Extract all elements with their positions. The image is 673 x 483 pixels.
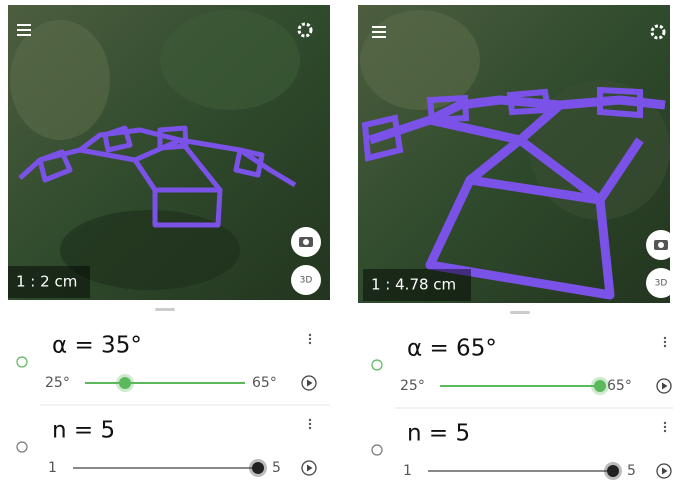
more-menu-dot [309,338,311,340]
slider-thumb[interactable] [607,465,619,477]
play-icon [307,465,313,472]
camera-view [8,5,330,300]
more-menu-dot [664,341,666,343]
play-icon [662,468,668,475]
slider-label: n = 5 [52,418,115,444]
slider-max: 5 [627,463,636,479]
slider-thumb[interactable] [119,377,131,389]
view-button-label: 3D [300,276,313,286]
slider-max: 65° [252,375,277,391]
view-button-label: 3D [655,279,668,289]
slider-min: 25° [400,378,425,394]
slider-min: 1 [48,460,57,476]
more-menu-dot [664,337,666,339]
drag-handle[interactable] [155,308,175,311]
visibility-toggle[interactable] [17,442,27,452]
scale-label: 1 : 2 cm [16,273,77,291]
drag-handle[interactable] [510,311,530,314]
screenshot: 1 : 2 cm 3D α = 35° 25° 65° n = 5 1 5 1 : 4.78 c… [0,0,673,483]
more-menu-dot [309,334,311,336]
more-menu-dot [664,426,666,428]
slider-max: 65° [607,378,632,394]
more-menu-dot [664,430,666,432]
slider-thumb[interactable] [252,462,264,474]
slider-thumb[interactable] [594,380,606,392]
scale-label: 1 : 4.78 cm [371,276,456,294]
slider-label: α = 35° [52,333,142,359]
more-menu-dot [309,419,311,421]
more-menu-dot [664,422,666,424]
more-menu-dot [309,423,311,425]
visibility-toggle[interactable] [372,360,382,370]
more-menu-dot [309,342,311,344]
camera-lens [658,242,664,248]
slider-label: α = 65° [407,336,497,362]
slider-label: n = 5 [407,421,470,447]
slider-min: 1 [403,463,412,479]
camera-lens [303,239,309,245]
visibility-toggle[interactable] [372,445,382,455]
visibility-toggle[interactable] [17,357,27,367]
more-menu-dot [664,345,666,347]
slider-min: 25° [45,375,70,391]
play-icon [307,380,313,387]
more-menu-dot [309,427,311,429]
play-icon [662,383,668,390]
camera-view [358,5,670,303]
slider-max: 5 [272,460,281,476]
